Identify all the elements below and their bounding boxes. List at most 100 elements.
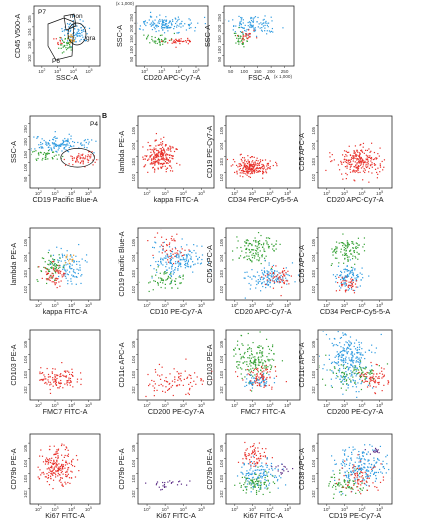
data-point	[270, 275, 272, 277]
data-point	[254, 368, 256, 370]
data-point	[67, 144, 69, 146]
data-point	[338, 285, 341, 287]
data-point	[169, 480, 171, 482]
y-tick-label: 103	[23, 371, 28, 379]
data-point	[45, 156, 47, 159]
data-point	[41, 277, 43, 280]
data-point	[360, 488, 362, 490]
data-point	[89, 157, 91, 159]
data-point	[153, 171, 156, 173]
data-point	[351, 354, 353, 356]
data-point	[340, 381, 342, 383]
data-point	[261, 351, 264, 353]
data-point	[353, 470, 355, 472]
data-point	[163, 21, 165, 24]
scatter-points	[31, 131, 99, 168]
data-point	[158, 251, 160, 253]
data-point	[171, 279, 173, 281]
data-point	[188, 374, 190, 376]
data-point	[256, 245, 258, 247]
data-point	[82, 29, 85, 31]
data-point	[325, 169, 327, 172]
data-point	[68, 142, 71, 144]
data-point	[61, 42, 63, 45]
data-point	[60, 144, 62, 146]
data-point	[166, 272, 168, 274]
data-point	[266, 356, 268, 358]
data-point	[60, 373, 62, 375]
data-point	[371, 369, 373, 371]
data-point	[66, 256, 68, 258]
data-point	[362, 146, 364, 148]
data-point	[274, 366, 276, 368]
data-point	[356, 274, 358, 277]
data-point	[336, 374, 338, 377]
data-point	[280, 274, 282, 277]
x-tick-label: 105	[85, 68, 92, 74]
x-tick-label: 103	[341, 506, 348, 512]
data-point	[274, 475, 276, 477]
data-point	[250, 169, 252, 171]
data-point	[54, 476, 57, 478]
data-point	[172, 394, 174, 397]
data-point	[258, 481, 260, 483]
data-point	[246, 168, 248, 170]
data-point	[362, 472, 364, 474]
data-point	[354, 152, 356, 154]
data-point	[258, 259, 260, 261]
data-point	[185, 393, 187, 396]
data-point	[254, 379, 256, 382]
data-point	[186, 257, 188, 259]
data-point	[374, 392, 376, 394]
data-point	[329, 152, 331, 154]
data-point	[344, 450, 346, 452]
data-point	[348, 464, 351, 466]
data-point	[365, 476, 367, 478]
data-point	[168, 255, 170, 258]
data-point	[346, 351, 348, 353]
data-point	[383, 384, 385, 386]
data-point	[369, 466, 371, 468]
data-point	[265, 462, 267, 464]
data-point	[43, 266, 45, 269]
data-point	[160, 383, 162, 386]
data-point	[79, 33, 81, 35]
data-point	[75, 283, 77, 285]
data-point	[272, 164, 274, 167]
data-point	[349, 487, 351, 489]
data-point	[357, 454, 359, 456]
data-point	[253, 465, 255, 467]
data-point	[249, 363, 251, 365]
data-point	[152, 20, 154, 22]
data-point	[195, 255, 197, 257]
data-point	[338, 262, 340, 264]
x-tick-label: 103	[51, 302, 58, 308]
data-point	[42, 157, 44, 160]
data-point	[351, 279, 353, 282]
data-point	[251, 462, 254, 464]
data-point	[245, 480, 247, 482]
data-point	[166, 158, 168, 160]
data-point	[272, 272, 274, 274]
data-point	[58, 47, 60, 49]
data-point	[50, 465, 53, 467]
data-point	[362, 455, 364, 457]
data-point	[40, 141, 42, 144]
data-point	[94, 161, 96, 163]
data-point	[260, 345, 262, 347]
data-point	[233, 25, 235, 27]
data-point	[353, 156, 355, 158]
data-point	[341, 486, 343, 489]
data-point	[262, 469, 264, 471]
data-point	[42, 378, 45, 380]
plot-frame	[137, 433, 215, 505]
data-point	[52, 273, 54, 275]
data-point	[152, 157, 154, 160]
data-point	[245, 168, 247, 170]
data-point	[200, 379, 202, 382]
data-point	[360, 167, 363, 169]
data-point	[272, 280, 274, 282]
data-point	[65, 144, 67, 146]
data-point	[248, 357, 251, 359]
